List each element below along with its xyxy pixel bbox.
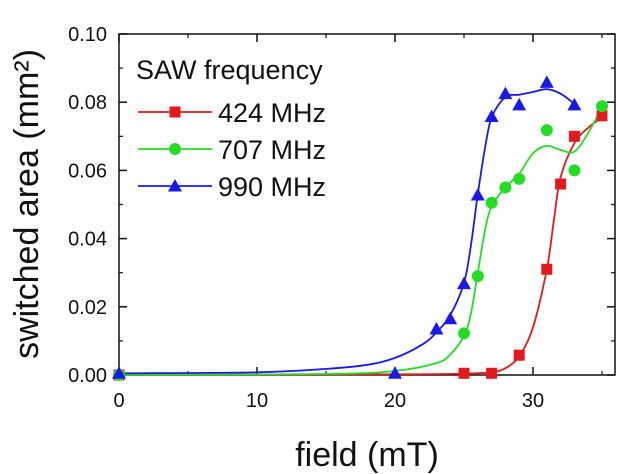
data-point-707-mhz [471, 270, 484, 283]
y-tick-label: 0.02 [68, 297, 107, 319]
fit-curve-707-mhz [118, 106, 603, 376]
x-tick-label: 30 [522, 390, 544, 412]
legend-label-990-mhz: 990 MHz [218, 172, 326, 202]
data-point-990-mhz [539, 75, 554, 88]
data-point-707-mhz [513, 172, 526, 185]
data-point-707-mhz [596, 100, 608, 113]
y-tick-label: 0.08 [68, 92, 107, 114]
data-point-707-mhz [540, 124, 553, 137]
data-point-990-mhz [429, 321, 444, 335]
fit-curves [118, 88, 603, 376]
data-point-424-mhz [596, 110, 608, 122]
legend-marker-707-mhz [169, 143, 181, 155]
data-point-707-mhz [568, 164, 581, 177]
data-point-424-mhz [541, 263, 553, 275]
data-point-424-mhz [458, 367, 470, 379]
data-point-990-mhz [388, 366, 402, 379]
legend-title: SAW frequency [136, 55, 323, 85]
data-point-424-mhz [555, 178, 567, 190]
data-point-707-mhz [485, 196, 498, 209]
x-tick-label: 10 [246, 390, 268, 412]
data-point-707-mhz [458, 327, 470, 340]
data-point-990-mhz [484, 109, 499, 123]
data-point-990-mhz [112, 366, 126, 379]
plot-frame [118, 33, 616, 376]
y-tick-label: 0.00 [68, 365, 107, 387]
legend-marker-990-mhz [168, 179, 182, 192]
data-point-990-mhz [443, 311, 458, 325]
fit-curve-990-mhz [118, 88, 575, 375]
data-point-424-mhz [568, 130, 580, 142]
y-tick-label: 0.10 [68, 24, 107, 46]
x-tick-label: 20 [384, 390, 406, 412]
y-tick-label: 0.06 [68, 160, 107, 182]
axis-ticks: 0 10 20 30 0.00 0.02 0.04 0.06 0.08 0.10 [68, 24, 615, 412]
data-point-990-mhz [567, 97, 582, 111]
data-point-707-mhz [499, 181, 512, 194]
data-point-424-mhz [486, 367, 498, 379]
legend-marker-424-mhz [169, 106, 181, 118]
x-tick-label: 0 [113, 390, 124, 412]
y-axis-title: switched area (mm²) [8, 49, 46, 359]
fit-curve-424-mhz [118, 116, 603, 376]
data-point-990-mhz [470, 187, 485, 201]
data-point-990-mhz [512, 97, 527, 111]
data-point-424-mhz [513, 349, 525, 361]
data-markers [112, 75, 608, 381]
x-axis-title: field (mT) [295, 436, 439, 474]
legend-label-707-mhz: 707 MHz [218, 135, 326, 165]
legend-label-424-mhz: 424 MHz [218, 98, 326, 128]
data-point-990-mhz [498, 86, 513, 100]
data-point-990-mhz [457, 276, 471, 290]
y-tick-label: 0.04 [68, 229, 107, 251]
legend: SAW frequency 424 MHz 707 MHz 990 MHz [136, 55, 326, 202]
